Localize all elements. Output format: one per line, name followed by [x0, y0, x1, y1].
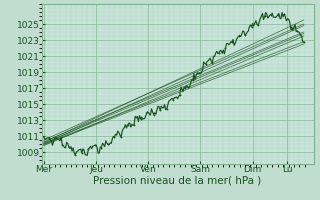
- X-axis label: Pression niveau de la mer( hPa ): Pression niveau de la mer( hPa ): [93, 176, 262, 186]
